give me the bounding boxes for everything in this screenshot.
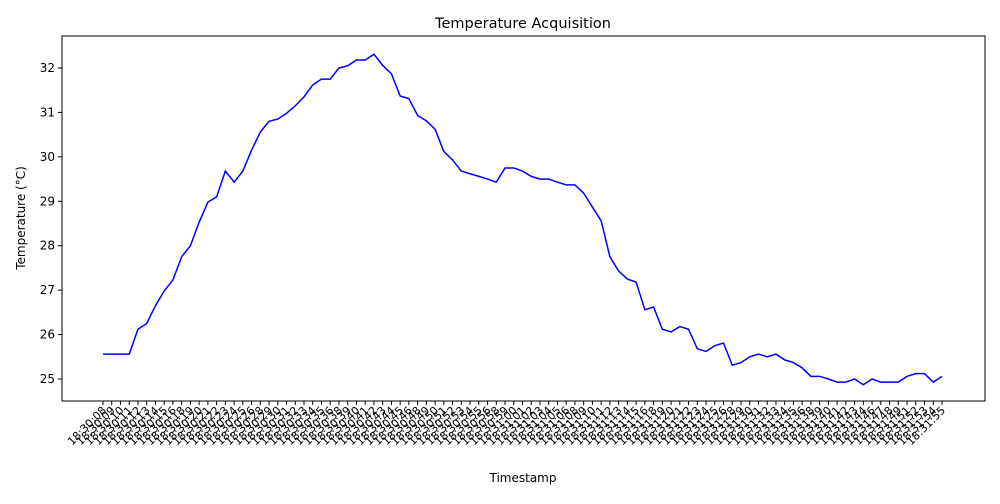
y-tick-label: 29: [40, 194, 55, 208]
y-axis-label: Temperature (°C): [14, 166, 28, 271]
y-tick-label: 27: [40, 283, 55, 297]
x-axis-label: Timestamp: [489, 471, 557, 485]
y-tick-label: 30: [40, 150, 55, 164]
data-line: [103, 53, 943, 386]
y-tick-label: 32: [40, 61, 55, 75]
y-tick-label: 28: [40, 239, 55, 253]
y-tick-label: 26: [40, 328, 55, 342]
plot-frame: [61, 35, 986, 402]
y-tick-label: 25: [40, 372, 55, 386]
chart-title: Temperature Acquisition: [434, 16, 611, 32]
y-tick-label: 31: [40, 105, 55, 119]
